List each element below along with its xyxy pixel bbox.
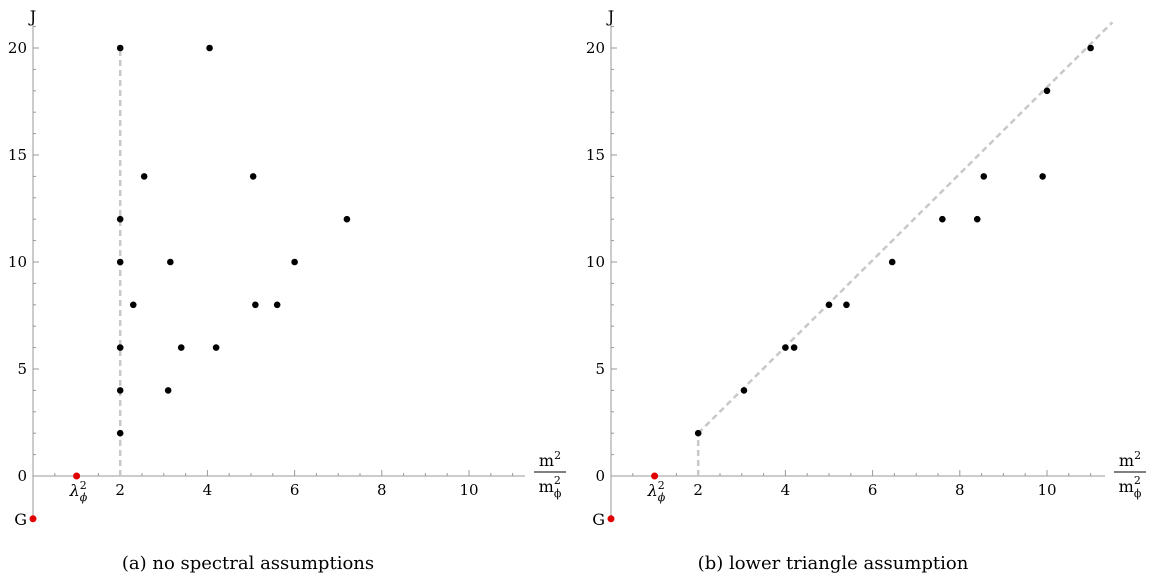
data-point — [790, 344, 798, 351]
numerator-sup: 2 — [1134, 449, 1141, 462]
lambda-sup: 2 — [658, 479, 665, 492]
x-tick-label: 8 — [955, 481, 965, 499]
data-point — [694, 429, 702, 437]
x-tick-label: 2 — [115, 481, 125, 499]
data-point — [177, 344, 185, 351]
y-tick-label: 10 — [8, 253, 27, 271]
g-label: G — [592, 510, 605, 529]
y-tick-label: 10 — [586, 253, 605, 271]
data-point — [939, 215, 946, 223]
x-tick-label: 8 — [377, 481, 387, 499]
denominator-sup: 2 — [554, 474, 561, 487]
data-point — [116, 44, 124, 52]
data-point — [140, 173, 148, 180]
y-tick-label: 20 — [586, 39, 605, 57]
y-tick-label: 5 — [595, 360, 605, 378]
lambda-symbol: λ — [647, 481, 658, 500]
data-point — [343, 215, 351, 223]
y-tick-label: 15 — [8, 146, 27, 164]
data-point — [825, 301, 833, 309]
data-point — [1087, 44, 1094, 52]
g-label: G — [14, 510, 27, 529]
x-axis-label-numerator: m2 — [1119, 449, 1141, 470]
lambda-sup: 2 — [80, 479, 87, 492]
x-axis-label-numerator: m2 — [539, 449, 561, 470]
denominator-text: m — [539, 477, 554, 496]
chart-caption: (a) no spectral assumptions — [122, 553, 374, 574]
data-point — [129, 301, 137, 309]
guide-diagonal-line — [697, 21, 1114, 435]
x-tick-label: 6 — [290, 481, 300, 499]
x-axis-label-denominator: m2 ϕ — [1119, 474, 1142, 500]
y-tick-label: 0 — [595, 467, 605, 485]
data-point — [973, 215, 981, 223]
numerator-text: m — [1119, 451, 1134, 470]
y-tick-label: 15 — [586, 146, 605, 164]
data-point — [782, 344, 789, 351]
x-tick-label: 2 — [693, 481, 703, 499]
lambda-label: λ2 ϕ — [69, 479, 88, 504]
data-point — [291, 258, 298, 266]
data-point — [740, 387, 748, 394]
y-tick-label: 5 — [17, 360, 27, 378]
x-tick-label: 4 — [781, 481, 791, 499]
x-tick-label: 10 — [1037, 481, 1056, 499]
numerator-sup: 2 — [554, 449, 561, 462]
data-point — [164, 387, 172, 394]
x-tick-label: 6 — [868, 481, 878, 499]
x-tick-label: 10 — [459, 481, 478, 499]
y-axis-label: J — [28, 7, 36, 26]
data-point — [116, 429, 124, 437]
data-point — [206, 44, 213, 52]
data-point — [252, 301, 259, 309]
data-point — [212, 344, 220, 351]
x-axis-label-denominator: m2 ϕ — [539, 474, 562, 500]
data-point — [116, 387, 124, 394]
denominator-sub: ϕ — [1134, 487, 1142, 500]
data-point — [843, 301, 850, 309]
data-point — [1039, 173, 1046, 180]
x-tick-label: 4 — [203, 481, 213, 499]
chart-caption: (b) lower triangle assumption — [698, 553, 969, 574]
data-point — [1043, 87, 1051, 95]
data-point — [167, 258, 174, 266]
denominator-sub: ϕ — [554, 487, 562, 500]
special-point — [651, 472, 659, 480]
lambda-sub: ϕ — [658, 491, 666, 504]
special-point — [29, 515, 37, 523]
y-axis-label: J — [606, 7, 614, 26]
numerator-text: m — [539, 451, 554, 470]
data-point — [249, 173, 257, 180]
lambda-label: λ2 ϕ — [647, 479, 666, 504]
lambda-sub: ϕ — [80, 491, 88, 504]
y-tick-label: 0 — [17, 467, 27, 485]
data-point — [273, 301, 281, 309]
denominator-text: m — [1119, 477, 1134, 496]
data-point — [888, 258, 896, 266]
data-point — [116, 215, 124, 223]
denominator-sup: 2 — [1134, 474, 1141, 487]
special-point — [607, 515, 615, 523]
data-point — [116, 258, 124, 266]
y-tick-label: 20 — [8, 39, 27, 57]
data-point — [116, 344, 124, 351]
data-point — [980, 173, 988, 180]
lambda-symbol: λ — [69, 481, 80, 500]
special-point — [73, 472, 81, 480]
